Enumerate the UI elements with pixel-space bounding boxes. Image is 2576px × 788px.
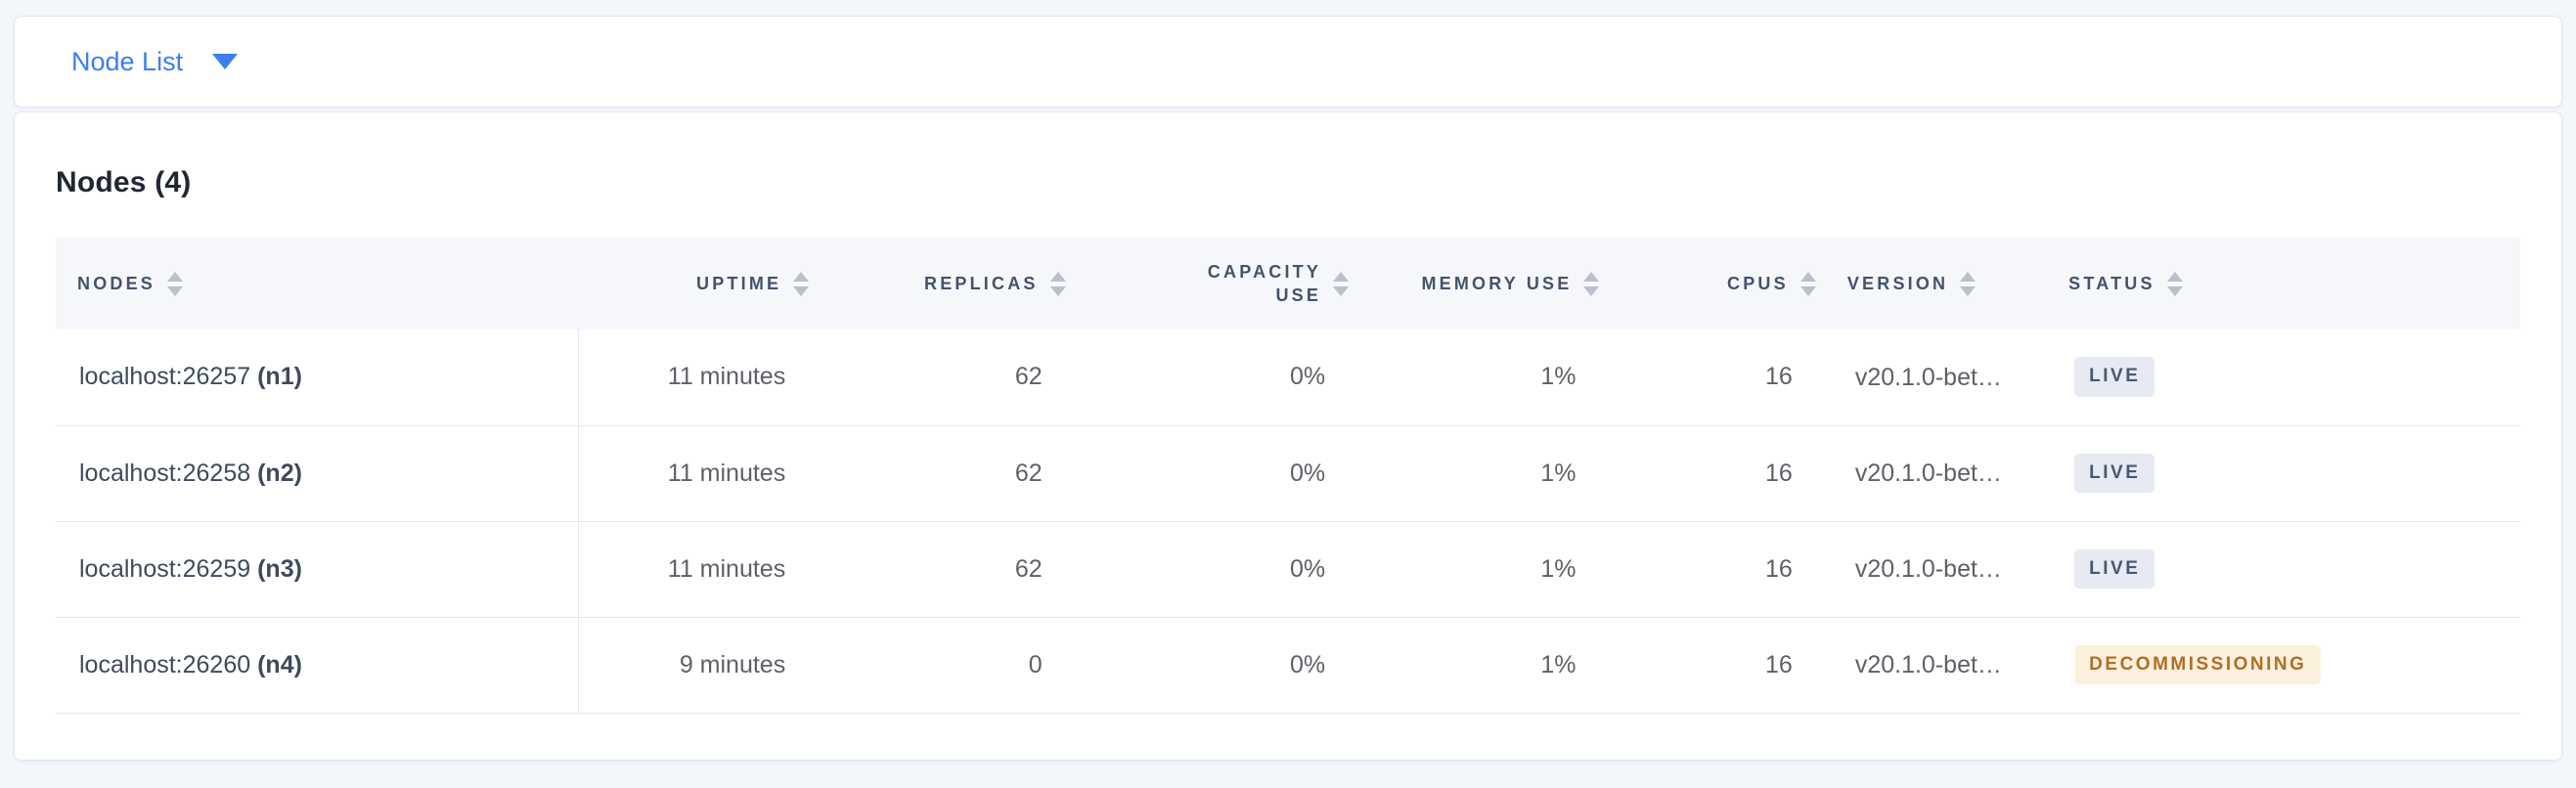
column-header-capacity_use[interactable]: CAPACITY USE: [1075, 238, 1359, 329]
uptime-value: 11 minutes: [578, 425, 820, 522]
column-label: VERSION: [1846, 273, 1949, 293]
column-label: CPUS: [1727, 273, 1789, 293]
version-value: v20.1.0-bet…: [1854, 650, 2002, 679]
node-id: (n2): [257, 459, 302, 487]
nodes-table: NODES UPTIME REPLICAS CAPACITY USE MEMORY US…: [56, 238, 2520, 714]
memory-use-value: 1%: [1358, 521, 1610, 618]
column-header-uptime[interactable]: UPTIME: [578, 238, 820, 329]
table-row: localhost:26259 (n3) 11 minutes 62 0% 1% 16 v2…: [56, 521, 2520, 618]
column-label: REPLICAS: [924, 273, 1039, 293]
column-header-replicas[interactable]: REPLICAS: [819, 238, 1076, 329]
chevron-down-icon: [212, 54, 239, 69]
node-address: localhost:26258: [79, 459, 251, 487]
column-label: NODES: [77, 273, 156, 293]
cpus-value: 16: [1609, 617, 1826, 714]
column-label: MEMORY USE: [1421, 273, 1573, 293]
view-dropdown-label: Node List: [71, 46, 184, 76]
column-label: UPTIME: [696, 273, 782, 293]
node-link[interactable]: localhost:26259 (n3): [79, 555, 302, 583]
replicas-value: 0: [819, 617, 1076, 714]
table-row: localhost:26257 (n1) 11 minutes 62 0% 1% 16 v2…: [56, 329, 2520, 426]
node-address: localhost:26257: [79, 363, 251, 391]
memory-use-value: 1%: [1358, 617, 1610, 714]
node-address: localhost:26260: [79, 650, 251, 679]
cpus-value: 16: [1609, 521, 1826, 618]
cpus-value: 16: [1609, 329, 1826, 426]
column-label: STATUS: [2068, 273, 2155, 293]
status-badge: LIVE: [2074, 453, 2155, 494]
replicas-value: 62: [819, 521, 1076, 618]
replicas-value: 62: [819, 329, 1076, 426]
sort-icon: [793, 271, 810, 296]
column-label: CAPACITY USE: [1207, 261, 1322, 305]
sort-icon: [2166, 271, 2183, 296]
version-value: v20.1.0-bet…: [1854, 363, 2002, 391]
sort-icon: [1333, 271, 1350, 296]
capacity-use-value: 0%: [1075, 617, 1359, 714]
sort-icon: [1960, 271, 1976, 296]
view-selector-bar: Node List: [14, 16, 2562, 108]
node-link[interactable]: localhost:26257 (n1): [79, 363, 302, 390]
uptime-value: 11 minutes: [578, 329, 820, 426]
node-id: (n4): [257, 650, 302, 679]
status-badge: DECOMMISSIONING: [2074, 644, 2322, 685]
memory-use-value: 1%: [1358, 425, 1610, 522]
capacity-use-value: 0%: [1075, 425, 1359, 522]
node-id: (n1): [257, 363, 302, 391]
sort-icon: [1799, 271, 1816, 296]
replicas-value: 62: [819, 425, 1076, 522]
capacity-use-value: 0%: [1075, 329, 1359, 426]
view-dropdown[interactable]: Node List: [71, 46, 239, 77]
capacity-use-value: 0%: [1075, 521, 1359, 618]
memory-use-value: 1%: [1358, 329, 1610, 426]
node-id: (n3): [257, 554, 302, 583]
column-header-nodes[interactable]: NODES: [56, 238, 579, 329]
page-title: Nodes (4): [56, 166, 192, 198]
node-address: localhost:26259: [79, 554, 251, 583]
sort-icon: [1583, 271, 1600, 296]
version-value: v20.1.0-bet…: [1854, 459, 2002, 487]
column-header-cpus[interactable]: CPUS: [1609, 238, 1826, 329]
uptime-value: 11 minutes: [578, 521, 820, 618]
column-header-version[interactable]: VERSION: [1825, 238, 2048, 329]
table-row: localhost:26258 (n2) 11 minutes 62 0% 1% 16 v2…: [56, 425, 2520, 522]
status-badge: LIVE: [2074, 357, 2155, 398]
sort-icon: [167, 271, 184, 296]
column-header-status[interactable]: STATUS: [2047, 238, 2520, 329]
cpus-value: 16: [1609, 425, 1826, 522]
status-badge: LIVE: [2074, 548, 2155, 590]
uptime-value: 9 minutes: [578, 617, 820, 714]
nodes-card: Nodes (4) NODES UPTIME REPLICAS CAPACITY US…: [14, 111, 2562, 761]
sort-icon: [1049, 271, 1066, 296]
node-link[interactable]: localhost:26258 (n2): [79, 460, 302, 487]
table-header-row: NODES UPTIME REPLICAS CAPACITY USE MEMORY US…: [56, 238, 2520, 329]
column-header-memory_use[interactable]: MEMORY USE: [1358, 238, 1610, 329]
table-row: localhost:26260 (n4) 9 minutes 0 0% 1% 16 v20.…: [56, 617, 2520, 714]
node-link[interactable]: localhost:26260 (n4): [79, 651, 302, 679]
version-value: v20.1.0-bet…: [1854, 554, 2002, 583]
